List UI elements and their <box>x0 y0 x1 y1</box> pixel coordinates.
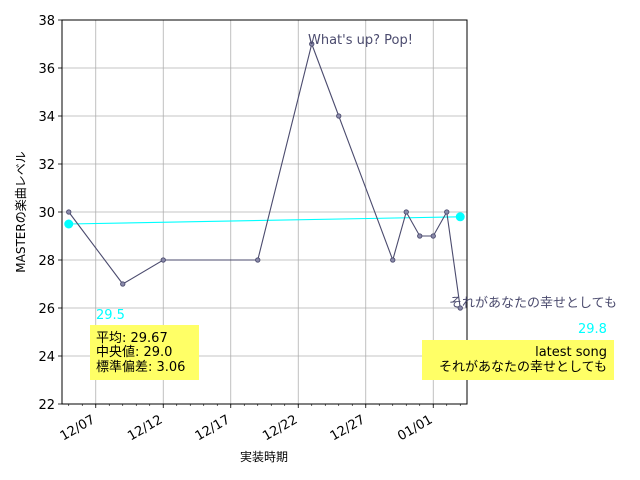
y-tick-label: 24 <box>38 350 55 365</box>
y-axis: 22 24 26 28 30 32 34 36 38 <box>38 14 62 413</box>
level-line <box>68 42 461 309</box>
last-song-annotation: それがあなたの幸せとしても <box>449 296 617 311</box>
trend-line <box>68 216 461 225</box>
latest-box-song: それがあなたの幸せとしても <box>439 360 607 375</box>
y-tick-label: 22 <box>38 398 55 413</box>
y-tick-label: 34 <box>38 110 55 125</box>
level-point <box>457 305 463 311</box>
x-tick-label: 12/07 <box>58 412 98 444</box>
trend-point <box>64 219 74 229</box>
y-tick-label: 38 <box>38 14 55 29</box>
stats-box-background <box>90 325 199 380</box>
level-point <box>160 257 166 263</box>
x-tick-label: 12/27 <box>328 412 368 444</box>
level-point <box>403 209 409 215</box>
x-tick-label: 12/12 <box>125 412 165 444</box>
x-axis: 12/07 12/12 12/17 12/22 12/27 01/01 <box>58 404 461 444</box>
x-tick-label: 01/01 <box>395 412 435 444</box>
x-tick-label: 12/22 <box>260 412 300 444</box>
end-trend-value: 29.8 <box>578 322 607 337</box>
y-tick-label: 32 <box>38 158 55 173</box>
latest-song-box: latest song それがあなたの幸せとしても <box>422 340 614 380</box>
stats-mean: 平均: 29.67 <box>96 331 168 346</box>
level-point <box>390 257 396 263</box>
stats-stdev: 標準偏差: 3.06 <box>96 359 185 375</box>
level-point <box>120 281 126 287</box>
level-point <box>309 41 315 47</box>
trend-point <box>455 212 465 222</box>
y-tick-label: 30 <box>38 206 55 221</box>
level-point <box>255 257 261 263</box>
level-point <box>444 209 450 215</box>
level-point <box>430 233 436 239</box>
level-point <box>417 233 423 239</box>
level-point <box>66 209 72 215</box>
y-axis-label: MASTERの楽曲レベル <box>14 151 28 272</box>
y-tick-label: 26 <box>38 302 55 317</box>
stats-box: 平均: 29.67 中央値: 29.0 標準偏差: 3.06 <box>90 325 199 380</box>
y-tick-label: 28 <box>38 254 55 269</box>
x-axis-label: 実装時期 <box>240 449 288 464</box>
grid <box>62 19 467 405</box>
peak-annotation: What's up? Pop! <box>308 33 413 48</box>
y-tick-label: 36 <box>38 62 55 77</box>
level-point <box>336 113 342 119</box>
series <box>64 41 465 311</box>
latest-box-background <box>422 340 614 380</box>
stats-median: 中央値: 29.0 <box>96 344 172 360</box>
start-trend-value: 29.5 <box>96 308 125 323</box>
latest-box-title: latest song <box>535 345 607 360</box>
x-tick-label: 12/17 <box>193 412 233 444</box>
